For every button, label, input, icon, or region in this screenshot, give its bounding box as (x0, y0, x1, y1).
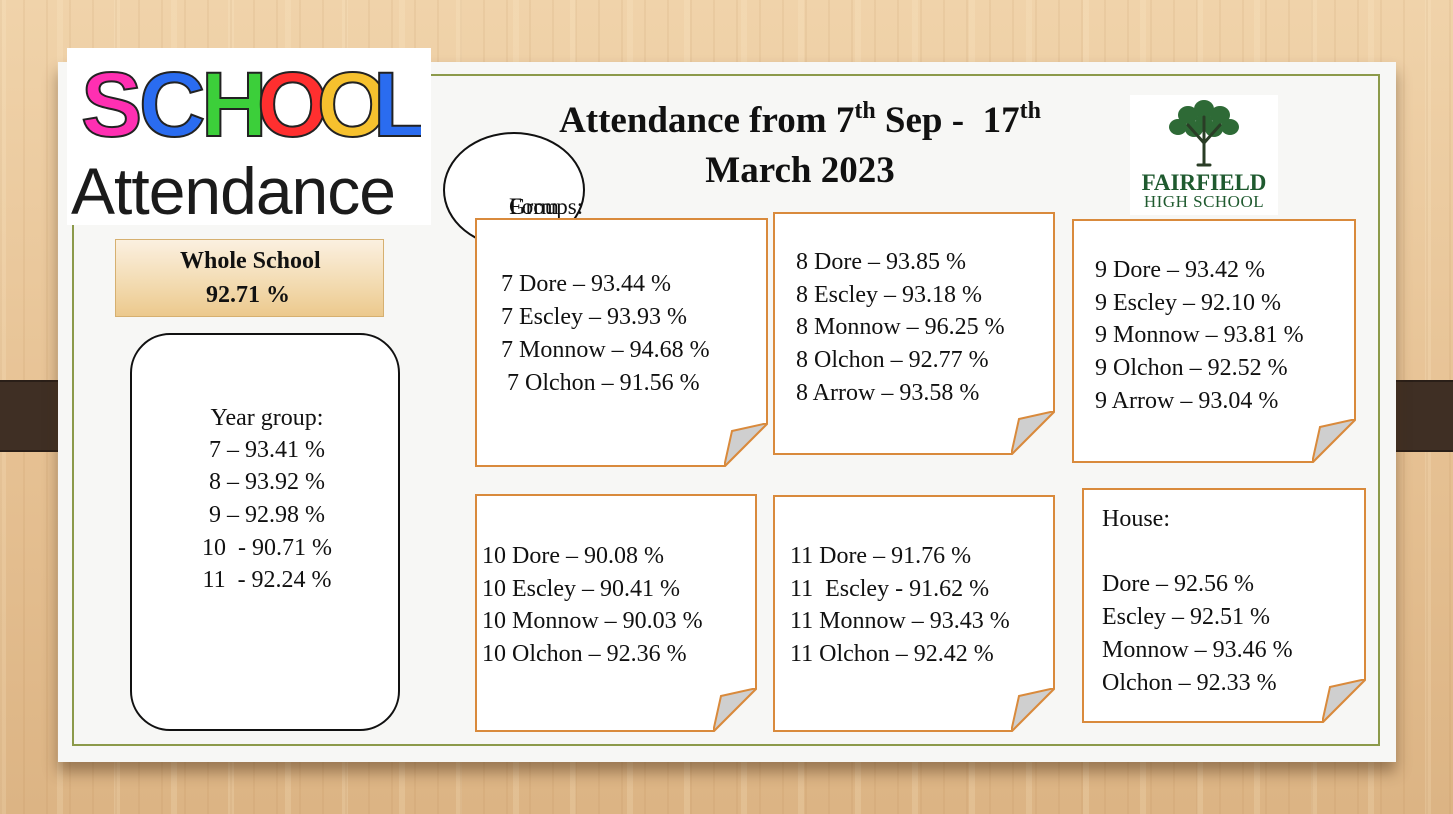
page-curl-icon (1312, 419, 1356, 463)
year-group-item: 7 – 93.41 % (209, 437, 325, 463)
page-curl-icon (1322, 679, 1366, 723)
school-letter: O (317, 54, 389, 150)
form-group-item: 7 Monnow – 94.68 % (501, 337, 710, 363)
whole-school-box: Whole School 92.71 % (115, 239, 384, 317)
form-group-item: 11 Monnow – 93.43 % (790, 608, 1010, 634)
page-title: Attendance from 7th Sep - 17th March 202… (500, 96, 1100, 196)
fairfield-logo: FAIRFIELD HIGH SCHOOL (1130, 95, 1278, 215)
school-letter: O (257, 54, 329, 150)
house-item: Monnow – 93.46 % (1102, 637, 1293, 663)
form-group-item: 10 Monnow – 90.03 % (482, 608, 703, 634)
year-11-note: 11 Dore – 91.76 % 11 Escley - 91.62 % 11… (773, 495, 1055, 732)
year-10-note: 10 Dore – 90.08 % 10 Escley – 90.41 % 10… (475, 494, 757, 732)
page-curl-icon (724, 423, 768, 467)
form-group-item: 9 Arrow – 93.04 % (1095, 388, 1279, 414)
fairfield-name: FAIRFIELD (1141, 170, 1267, 195)
form-group-item: 9 Monnow – 93.81 % (1095, 322, 1304, 348)
house-item: Escley – 92.51 % (1102, 604, 1270, 630)
year-group-box: Year group: 7 – 93.41 % 8 – 93.92 % 9 – … (130, 333, 400, 731)
form-group-item: 11 Dore – 91.76 % (790, 543, 972, 569)
year-group-item: 9 – 92.98 % (209, 502, 325, 528)
title-line-2: March 2023 (705, 150, 895, 191)
house-heading: House: (1102, 506, 1170, 532)
school-letter: C (139, 54, 205, 150)
school-attendance-logo: S C H O O L Attendance (67, 48, 431, 228)
whole-school-label: Whole School (180, 248, 321, 274)
fairfield-subtitle: HIGH SCHOOL (1143, 192, 1265, 211)
year-group-item: 10 - 90.71 % (202, 535, 332, 561)
year-8-note: 8 Dore – 93.85 % 8 Escley – 93.18 % 8 Mo… (773, 212, 1055, 455)
year-9-note: 9 Dore – 93.42 % 9 Escley – 92.10 % 9 Mo… (1072, 219, 1356, 463)
tree-icon (1169, 100, 1239, 167)
school-letter: S (81, 54, 142, 150)
form-group-item: 10 Dore – 90.08 % (482, 543, 664, 569)
year-7-note: 7 Dore – 93.44 % 7 Escley – 93.93 % 7 Mo… (475, 218, 768, 467)
form-group-item: 9 Escley – 92.10 % (1095, 290, 1281, 316)
school-letter: H (201, 54, 267, 150)
year-group-item: 11 - 92.24 % (202, 567, 332, 593)
board-frame (72, 74, 1380, 746)
form-group-item: 7 Escley – 93.93 % (501, 304, 687, 330)
form-group-item: 7 Olchon – 91.56 % (501, 370, 700, 396)
title-line-1: Attendance from 7th Sep - 17th (559, 98, 1041, 141)
form-group-item: 10 Escley – 90.41 % (482, 576, 680, 602)
form-group-item: 9 Olchon – 92.52 % (1095, 355, 1288, 381)
house-item: Olchon – 92.33 % (1102, 670, 1277, 696)
house-item: Dore – 92.56 % (1102, 571, 1254, 597)
year-group-heading: Year group: (210, 405, 324, 431)
form-group-item: 9 Dore – 93.42 % (1095, 257, 1265, 283)
year-group-item: 8 – 93.92 % (209, 469, 325, 495)
form-group-item: 8 Monnow – 96.25 % (796, 314, 1005, 340)
page-curl-icon (713, 688, 757, 732)
form-group-item: 11 Olchon – 92.42 % (790, 641, 994, 667)
form-group-item: 8 Dore – 93.85 % (796, 249, 966, 275)
school-letter: L (373, 54, 421, 150)
page-curl-icon (1011, 411, 1055, 455)
form-group-item: 8 Escley – 93.18 % (796, 282, 982, 308)
school-wordart: S C H O O L (80, 53, 421, 150)
page-curl-icon (1011, 688, 1055, 732)
house-note: House: Dore – 92.56 % Escley – 92.51 % M… (1082, 488, 1366, 723)
form-group-item: 10 Olchon – 92.36 % (482, 641, 687, 667)
whole-school-value: 92.71 % (206, 282, 290, 308)
form-group-item: 8 Arrow – 93.58 % (796, 380, 980, 406)
form-group-item: 7 Dore – 93.44 % (501, 271, 671, 297)
attendance-word: Attendance (71, 154, 396, 228)
form-group-item: 11 Escley - 91.62 % (790, 576, 990, 602)
form-group-item: 8 Olchon – 92.77 % (796, 347, 989, 373)
